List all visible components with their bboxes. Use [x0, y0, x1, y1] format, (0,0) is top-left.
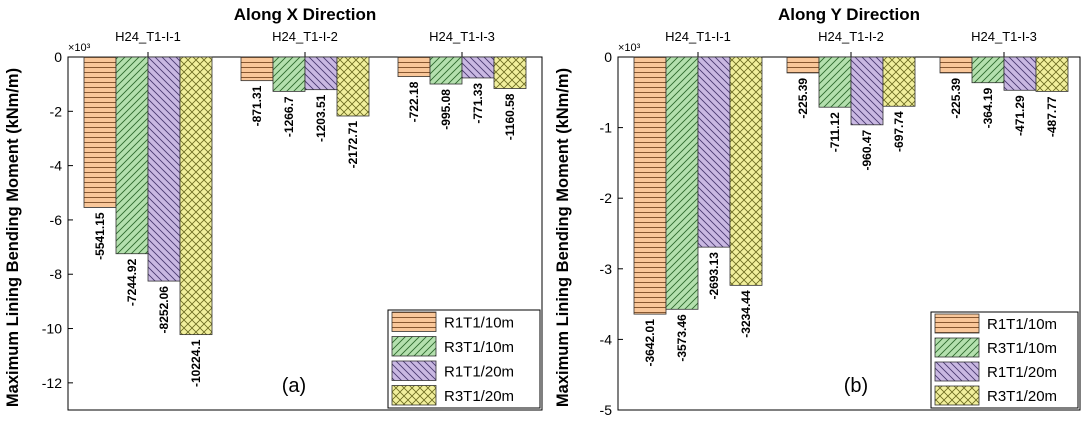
y-tick-label: -2 [600, 190, 613, 206]
bar [939, 56, 973, 74]
bar [818, 56, 852, 108]
y-axis-label: Maximum Lining Bending Moment (kNm/m) [554, 68, 572, 407]
data-label: -1160.58 [503, 93, 517, 140]
y-multiplier: ×10³ [618, 42, 641, 54]
category-label: H24_T1-I-1 [665, 29, 731, 44]
y-tick-label: -2 [50, 103, 63, 119]
y-tick-label: -3 [600, 261, 613, 277]
data-label: -225.39 [796, 78, 810, 119]
data-label: -471.29 [1013, 95, 1027, 136]
data-label: -487.77 [1045, 96, 1059, 137]
bar [786, 56, 820, 74]
bar [493, 56, 527, 89]
y-multiplier: ×10³ [68, 42, 91, 54]
data-label: -3642.01 [643, 319, 657, 367]
legend-label: R3T1/20m [987, 388, 1057, 405]
data-label: -8252.06 [157, 286, 171, 334]
chart-panel-2: Along Y Direction Maximum Lining Bending … [554, 5, 1081, 418]
data-label: -771.33 [471, 83, 485, 124]
y-tick-label: -4 [50, 158, 63, 174]
y-tick-label: 0 [54, 49, 62, 65]
y-tick-label: -1 [600, 120, 613, 136]
category-label: H24_T1-I-3 [429, 29, 495, 44]
bar [115, 56, 149, 255]
bar [304, 56, 338, 91]
data-label: -225.39 [949, 78, 963, 119]
y-tick-label: -12 [42, 375, 62, 391]
legend-swatch [391, 385, 437, 406]
data-label: -5541.15 [93, 212, 107, 260]
category-label: H24_T1-I-1 [115, 29, 181, 44]
bar [633, 56, 667, 315]
data-label: -871.31 [250, 85, 264, 126]
legend-swatch [934, 337, 980, 358]
legend-label: R3T1/10m [444, 339, 514, 356]
legend-label: R1T1/20m [987, 364, 1057, 381]
bar [882, 56, 916, 107]
data-label: -3573.46 [675, 314, 689, 362]
chart-panel-1: Along X Direction Maximum Lining Bending … [4, 5, 543, 411]
y-tick-label: 0 [604, 49, 612, 65]
data-label: -995.08 [439, 89, 453, 130]
category-label: H24_T1-I-3 [971, 29, 1037, 44]
data-label: -722.18 [407, 81, 421, 122]
bar [272, 56, 306, 92]
legend-swatch [391, 360, 437, 381]
y-tick-label: -4 [600, 331, 613, 347]
chart-title: Along Y Direction [778, 5, 920, 24]
y-tick-label: -10 [42, 321, 62, 337]
y-tick-label: -5 [600, 402, 613, 418]
legend-swatch [934, 313, 980, 334]
bar [1003, 56, 1037, 91]
data-label: -2172.71 [346, 121, 360, 169]
bar [336, 56, 370, 117]
legend-swatch [391, 311, 437, 332]
category-label: H24_T1-I-2 [272, 29, 338, 44]
bar [397, 56, 431, 78]
legend-label: R1T1/10m [987, 316, 1057, 333]
bar [461, 56, 495, 79]
legend-swatch [934, 385, 980, 406]
data-label: -1266.7 [282, 96, 296, 137]
bar [850, 56, 884, 126]
data-label: -10224.1 [189, 339, 203, 387]
data-label: -697.74 [892, 111, 906, 152]
y-tick-label: -8 [50, 266, 63, 282]
data-label: -711.12 [828, 112, 842, 152]
category-label: H24_T1-I-2 [818, 29, 884, 44]
bar [83, 56, 117, 208]
y-axis-label: Maximum Lining Bending Moment (kNm/m) [4, 68, 22, 407]
bar [697, 56, 731, 248]
data-label: -2693.13 [707, 252, 721, 300]
legend-swatch [391, 336, 437, 357]
bar [729, 56, 763, 286]
panel-label: (b) [844, 375, 868, 397]
bar [665, 56, 699, 310]
bar [971, 56, 1005, 84]
bar [429, 56, 463, 85]
panel-label: (a) [282, 375, 306, 397]
chart-title: Along X Direction [234, 5, 377, 24]
legend-label: R3T1/10m [987, 340, 1057, 357]
bar [1035, 56, 1069, 92]
legend: R1T1/10m R3T1/10m R1T1/20m R3T1/20m [387, 309, 541, 409]
legend-label: R3T1/20m [444, 388, 514, 405]
bar [179, 56, 213, 336]
legend: R1T1/10m R3T1/10m R1T1/20m R3T1/20m [930, 311, 1079, 409]
data-label: -7244.92 [125, 258, 139, 306]
data-label: -3234.44 [739, 290, 753, 338]
legend-label: R1T1/10m [444, 315, 514, 332]
data-label: -960.47 [860, 129, 874, 170]
legend-swatch [934, 361, 980, 382]
data-label: -1203.51 [314, 94, 328, 142]
data-label: -364.19 [981, 87, 995, 128]
bar [147, 56, 181, 282]
bar [240, 56, 274, 82]
legend-label: R1T1/20m [444, 364, 514, 381]
y-tick-label: -6 [50, 212, 63, 228]
